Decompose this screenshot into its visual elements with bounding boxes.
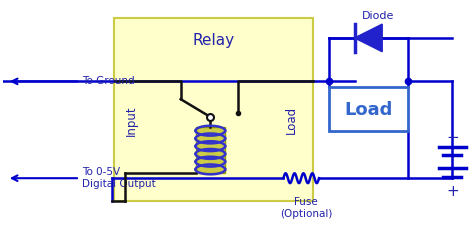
Bar <box>113 19 313 201</box>
Text: −: − <box>446 130 459 145</box>
Text: To Ground: To Ground <box>82 76 135 86</box>
Polygon shape <box>355 25 382 52</box>
Text: +: + <box>446 183 459 198</box>
Text: To 0-5V
Digital Output: To 0-5V Digital Output <box>82 167 155 188</box>
Text: Load: Load <box>285 106 298 134</box>
Bar <box>195 127 225 173</box>
Bar <box>329 88 408 131</box>
Text: Load: Load <box>344 101 392 118</box>
Text: Fuse
(Optional): Fuse (Optional) <box>280 196 332 218</box>
Text: Diode: Diode <box>362 11 394 21</box>
Text: Input: Input <box>125 105 138 135</box>
Text: Relay: Relay <box>192 33 234 48</box>
